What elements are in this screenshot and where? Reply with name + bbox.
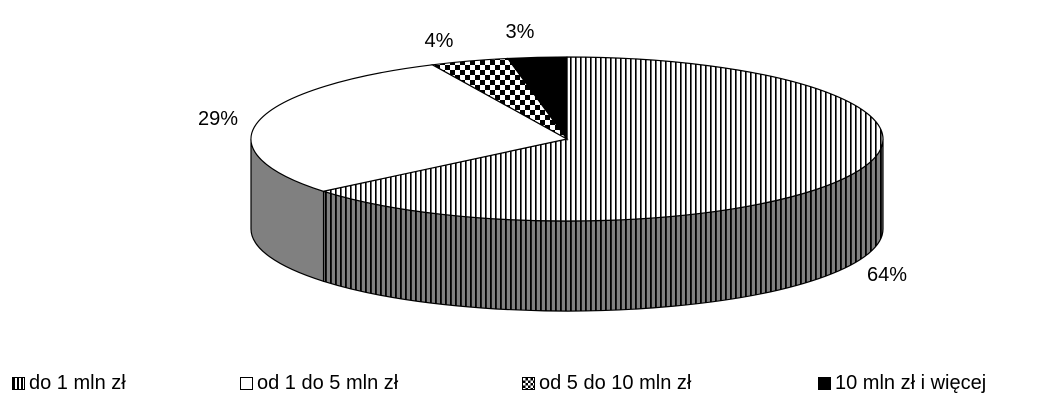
pie-chart: 64% 29% 4% 3% — [198, 21, 907, 312]
pie-slice-0 — [321, 56, 884, 222]
data-label-1: 29% — [198, 108, 238, 130]
pie-slice-1 — [250, 64, 569, 192]
legend-item-3: 10 mln zł i więcej — [818, 372, 986, 395]
legend: do 1 mln zł od 1 do 5 mln zł od 5 do 10 … — [0, 372, 1050, 398]
legend-label-2: od 5 do 10 mln zł — [539, 372, 692, 394]
legend-label-0: do 1 mln zł — [29, 372, 126, 394]
data-label-0: 64% — [867, 264, 907, 286]
legend-item-0: do 1 mln zł — [12, 372, 126, 395]
data-label-2: 4% — [425, 30, 454, 52]
legend-swatch-2 — [522, 377, 535, 390]
legend-swatch-0 — [12, 377, 25, 390]
legend-swatch-3 — [818, 377, 831, 390]
legend-label-1: od 1 do 5 mln zł — [257, 372, 399, 394]
pie-slice-3 — [506, 56, 568, 141]
pie-top-slices — [250, 56, 884, 222]
legend-item-1: od 1 do 5 mln zł — [240, 372, 398, 395]
pie-data-labels: 64% 29% 4% 3% — [198, 21, 907, 286]
legend-label-3: 10 mln zł i więcej — [835, 372, 987, 394]
data-label-3: 3% — [506, 21, 535, 43]
legend-swatch-1 — [240, 377, 253, 390]
legend-item-2: od 5 do 10 mln zł — [522, 372, 691, 395]
